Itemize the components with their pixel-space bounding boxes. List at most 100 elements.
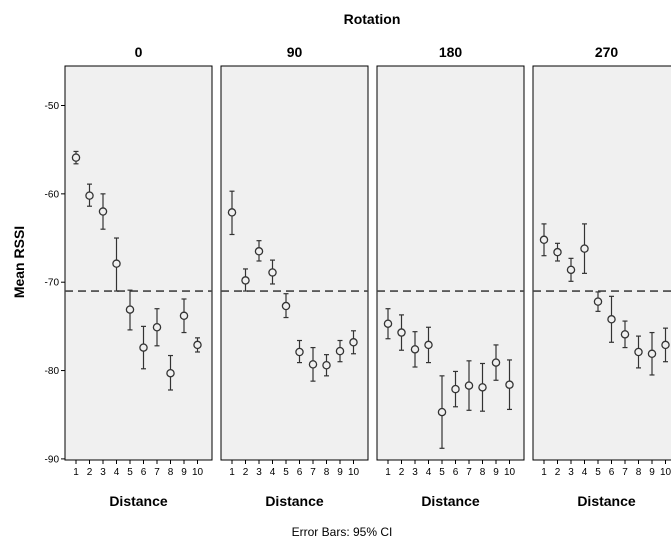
data-point	[179, 311, 189, 321]
data-point	[410, 345, 420, 354]
x-axis-label: Distance	[421, 493, 480, 509]
x-tick-label: 6	[297, 467, 303, 478]
x-tick-label: 8	[168, 467, 174, 478]
x-tick-label: 8	[324, 467, 330, 478]
x-axis-label: Distance	[265, 493, 324, 509]
x-tick-label: 10	[192, 467, 204, 478]
y-tick-label: -50	[45, 101, 60, 112]
data-point	[241, 276, 250, 285]
y-tick-label: -80	[45, 366, 60, 377]
data-point	[437, 407, 447, 417]
data-point	[227, 208, 237, 217]
x-tick-label: 4	[426, 467, 432, 478]
x-tick-label: 3	[256, 467, 262, 478]
x-tick-label: 4	[114, 467, 120, 478]
data-point	[580, 244, 589, 253]
data-point	[478, 383, 487, 392]
x-tick-label: 7	[466, 467, 472, 478]
x-tick-label: 7	[154, 467, 160, 478]
panel-background	[532, 65, 671, 461]
x-tick-label: 3	[100, 467, 106, 478]
data-point	[505, 380, 514, 389]
panel-0: 0 1 2 3 4 5 6 7 8 9 10 Distance	[64, 44, 213, 509]
x-tick-label: 2	[243, 467, 249, 478]
data-point	[607, 315, 616, 324]
data-point	[647, 349, 657, 359]
data-point	[281, 301, 291, 311]
data-point	[451, 384, 460, 394]
x-tick-label: 4	[582, 467, 588, 478]
x-tick-label: 2	[555, 467, 561, 478]
data-point	[85, 191, 94, 200]
data-point	[152, 323, 162, 332]
panel-title: 180	[439, 44, 463, 60]
panel-background	[64, 65, 213, 461]
x-tick-label: 3	[568, 467, 574, 478]
data-point	[322, 360, 331, 370]
x-tick-label: 5	[439, 467, 445, 478]
data-point	[553, 247, 562, 257]
data-point	[268, 268, 277, 277]
x-tick-label: 7	[622, 467, 628, 478]
panel-270: 270 1 2 3 4 5 6 7 8 9 10 Distance	[532, 44, 671, 509]
data-point	[71, 153, 81, 162]
data-point	[464, 381, 474, 390]
x-tick-label: 3	[412, 467, 418, 478]
data-point	[166, 368, 175, 378]
data-point	[539, 235, 549, 245]
x-tick-label: 8	[480, 467, 486, 478]
data-point	[634, 347, 643, 357]
data-point	[593, 297, 603, 306]
x-axis-label: Distance	[109, 493, 168, 509]
footnote: Error Bars: 95% CI	[292, 525, 393, 539]
x-tick-label: 1	[73, 467, 79, 478]
x-tick-label: 6	[453, 467, 459, 478]
panel-title: 0	[135, 44, 143, 60]
y-tick-label: -60	[45, 189, 60, 200]
x-tick-label: 9	[337, 467, 343, 478]
data-point	[98, 207, 108, 216]
panel-background	[376, 65, 525, 461]
panel-90: 90 1 2 3 4 5 6 7 8 9 10 Distance	[220, 44, 369, 509]
x-tick-label: 9	[649, 467, 655, 478]
x-tick-label: 1	[385, 467, 391, 478]
x-tick-label: 10	[504, 467, 516, 478]
data-point	[620, 330, 630, 339]
x-tick-label: 2	[87, 467, 93, 478]
facet-title: Rotation	[344, 11, 401, 27]
data-point	[254, 247, 264, 256]
y-tick-label: -70	[45, 278, 60, 289]
x-tick-label: 9	[493, 467, 499, 478]
data-point	[295, 347, 304, 357]
data-point	[335, 346, 345, 356]
x-tick-label: 6	[609, 467, 615, 478]
x-tick-label: 5	[595, 467, 601, 478]
panel-background	[220, 65, 369, 461]
data-point	[424, 340, 433, 350]
data-point	[397, 328, 406, 337]
data-point	[139, 343, 148, 352]
x-tick-label: 10	[660, 467, 671, 478]
x-tick-label: 6	[141, 467, 147, 478]
data-point	[349, 338, 358, 347]
x-tick-label: 4	[270, 467, 276, 478]
data-point	[383, 319, 393, 328]
data-point	[308, 360, 318, 369]
data-point	[661, 340, 670, 350]
data-point	[112, 259, 121, 268]
x-tick-label: 10	[348, 467, 360, 478]
y-axis-label: Mean RSSI	[11, 226, 27, 298]
panel-title: 90	[287, 44, 303, 60]
x-tick-label: 1	[229, 467, 235, 478]
data-point	[491, 358, 501, 367]
data-point	[566, 265, 576, 275]
panel-title: 270	[595, 44, 619, 60]
x-tick-label: 1	[541, 467, 547, 478]
data-point	[125, 305, 135, 314]
x-axis-label: Distance	[577, 493, 636, 509]
x-tick-label: 5	[283, 467, 289, 478]
x-tick-label: 5	[127, 467, 133, 478]
x-tick-label: 2	[399, 467, 405, 478]
